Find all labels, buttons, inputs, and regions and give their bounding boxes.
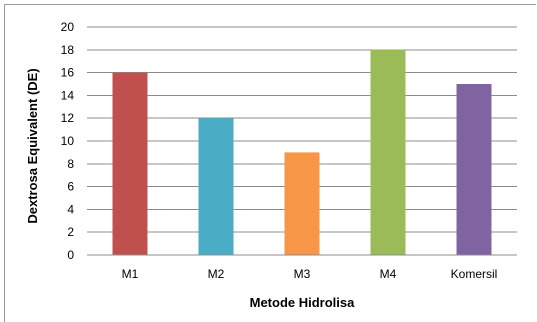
bar-m4 — [370, 49, 406, 255]
y-tick-label: 18 — [61, 43, 75, 57]
x-tick-label: M1 — [122, 267, 139, 281]
x-tick-label: M2 — [208, 267, 225, 281]
bar-m1 — [112, 72, 148, 255]
y-tick-label: 0 — [67, 248, 74, 262]
x-tick-labels: M1 M2 M3 M4 Komersil — [122, 267, 498, 281]
x-tick-label: Komersil — [451, 267, 498, 281]
bar-m3 — [284, 152, 320, 255]
y-axis-title: Dextrosa Equivalent (DE) — [25, 68, 40, 223]
x-axis-title: Metode Hidrolisa — [250, 295, 356, 310]
x-tick-label: M4 — [380, 267, 397, 281]
bar-komersil — [456, 84, 492, 255]
y-tick-label: 14 — [61, 88, 75, 102]
y-tick-label: 12 — [61, 111, 75, 125]
y-tick-label: 2 — [67, 225, 74, 239]
x-tick-label: M3 — [294, 267, 311, 281]
y-tick-label: 10 — [61, 134, 75, 148]
y-tick-label: 16 — [61, 66, 75, 80]
bars — [112, 49, 492, 255]
y-tick-label: 20 — [61, 20, 75, 34]
y-tick-labels: 0 2 4 6 8 10 12 14 16 18 20 — [61, 20, 75, 262]
y-tick-label: 6 — [67, 180, 74, 194]
y-tick-label: 4 — [67, 202, 74, 216]
y-tick-label: 8 — [67, 157, 74, 171]
chart-frame — [4, 4, 536, 322]
bar-m2 — [198, 118, 234, 255]
